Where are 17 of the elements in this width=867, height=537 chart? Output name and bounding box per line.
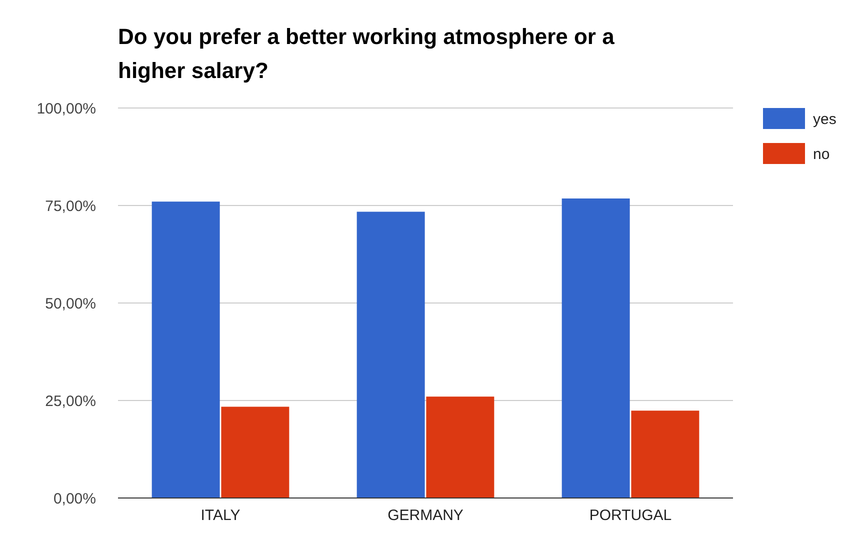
y-tick-label: 100,00% — [36, 100, 96, 118]
bar — [631, 410, 700, 498]
x-tick-label: PORTUGAL — [589, 507, 672, 524]
chart-title: Do you prefer a better working atmosphere or a higher salary? — [118, 24, 616, 83]
bar — [221, 406, 290, 498]
x-tick-label: GERMANY — [388, 507, 464, 524]
legend-label: no — [813, 146, 830, 163]
y-tick-label: 50,00% — [45, 295, 96, 312]
bar — [152, 202, 220, 498]
y-tick-label: 25,00% — [45, 392, 96, 410]
legend-label: yes — [813, 110, 836, 128]
bar — [562, 198, 630, 498]
bar — [356, 212, 425, 498]
y-tick-label: 75,00% — [45, 198, 96, 215]
y-tick-label: 0,00% — [53, 490, 96, 508]
bar — [426, 396, 494, 498]
x-tick-label: ITALY — [200, 507, 240, 524]
